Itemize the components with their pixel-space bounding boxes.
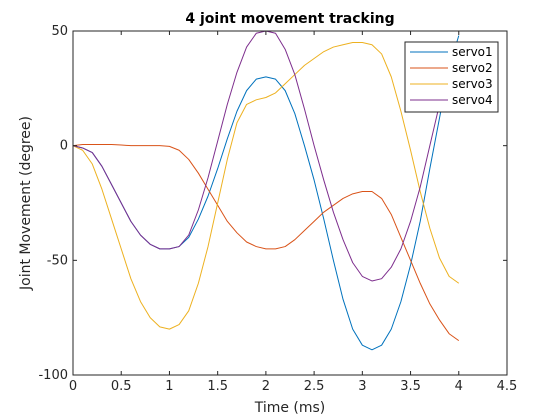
y-tick-label: -50 (47, 253, 68, 268)
x-tick-label: 3 (358, 379, 366, 394)
axes-box (72, 30, 508, 376)
y-tick-label: 0 (60, 139, 68, 154)
x-tick-label: 4 (455, 379, 463, 394)
series-line-servo4 (73, 31, 450, 282)
legend-label-servo4: servo4 (452, 93, 493, 107)
x-axis-label: Time (ms) (254, 400, 326, 416)
x-tick-label: 3.5 (400, 379, 421, 394)
x-tick-label: 2.5 (304, 379, 325, 394)
chart-title: 4 joint movement tracking (185, 11, 394, 27)
axes-layer: 0 0.5 1 1.5 2 2.5 3 3.5 4 4.5 -100 -50 0 50 (38, 24, 517, 394)
x-tick-label: 0.5 (111, 379, 132, 394)
series-line-servo3 (73, 41, 460, 330)
x-tick-label: 4.5 (497, 379, 518, 394)
y-tick-label: 50 (51, 24, 68, 39)
x-tick-label: 0 (69, 379, 77, 394)
series-line-servo2 (73, 144, 460, 342)
y-tick-label: -100 (38, 368, 68, 383)
y-axis-label: Joint Movement (degree) (18, 116, 34, 291)
legend-label-servo3: servo3 (452, 77, 493, 91)
legend-label-servo2: servo2 (452, 61, 493, 75)
series-layer (73, 31, 460, 351)
x-tick-label: 1 (165, 379, 173, 394)
legend-label-servo1: servo1 (452, 45, 493, 59)
x-tick-label: 1.5 (207, 379, 228, 394)
legend: servo1 servo2 servo3 servo4 (404, 41, 499, 113)
x-tick-label: 2 (262, 379, 270, 394)
